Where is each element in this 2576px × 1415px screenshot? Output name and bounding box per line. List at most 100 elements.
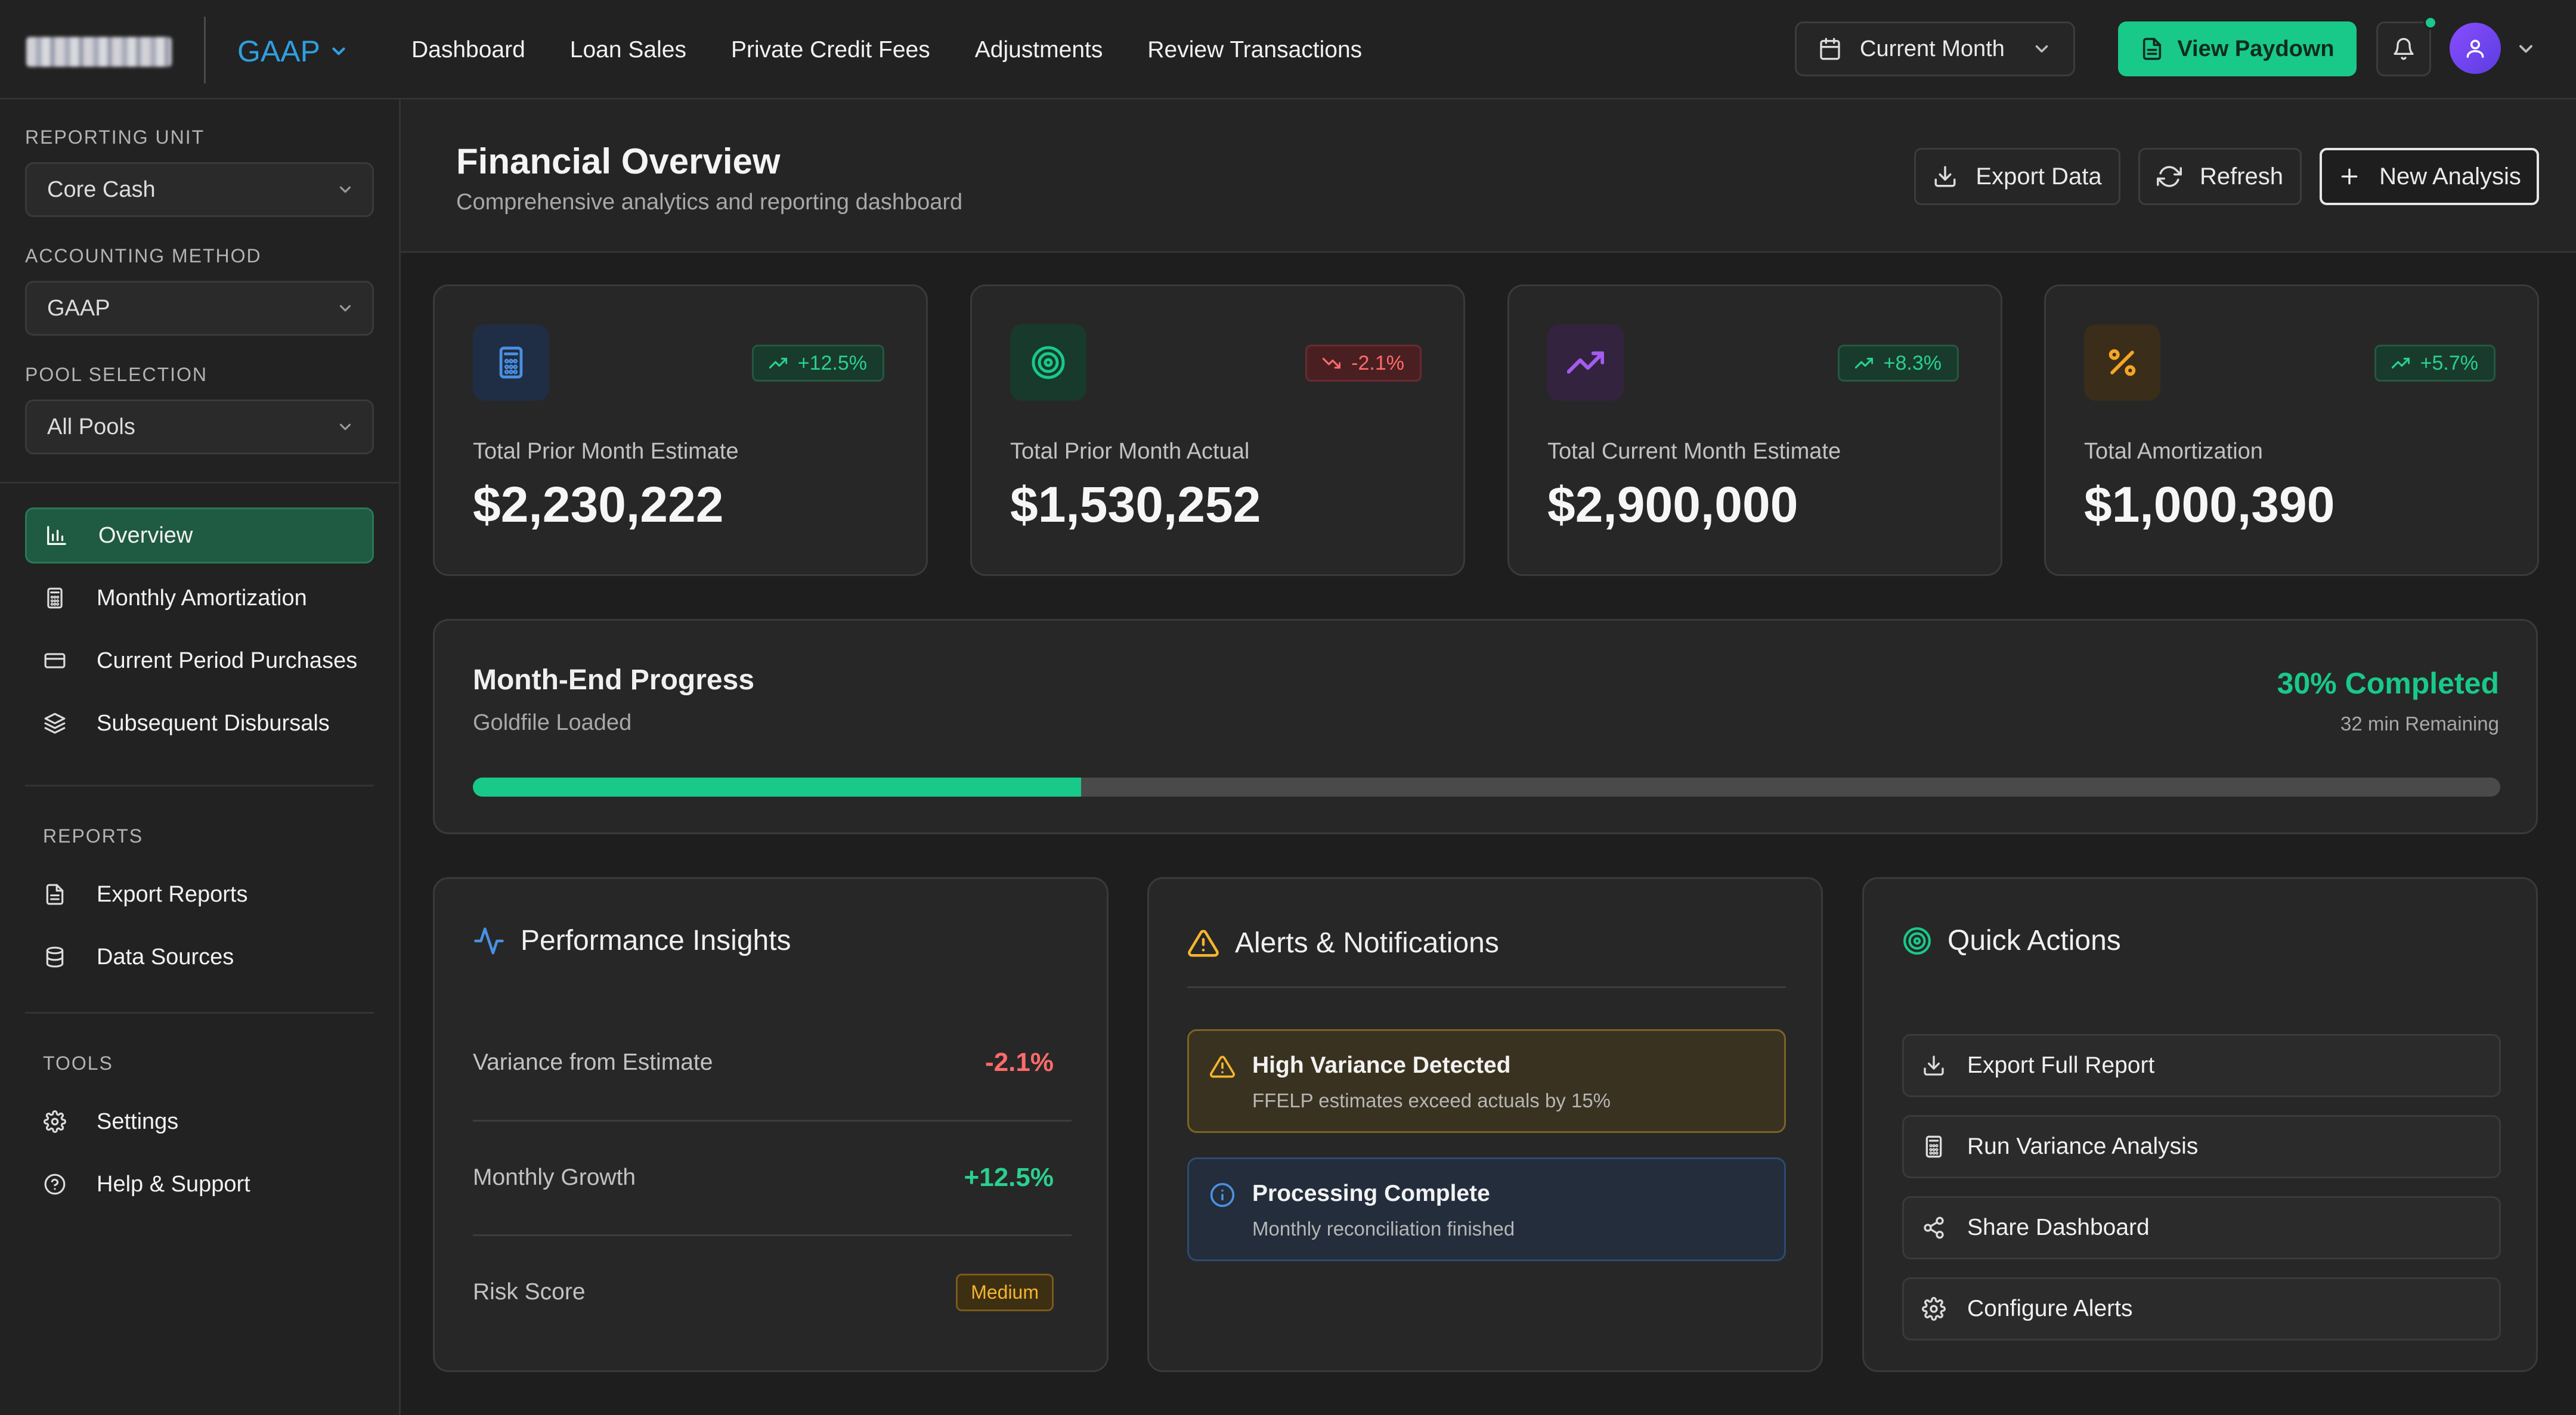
new-analysis-button[interactable]: New Analysis bbox=[2320, 148, 2539, 205]
trending-up-icon bbox=[2391, 357, 2410, 369]
sidebar-item-label: Subsequent Disbursals bbox=[97, 710, 330, 736]
sidebar-item-current-period-purchases[interactable]: Current Period Purchases bbox=[25, 633, 374, 689]
metric-row-variance: Variance from Estimate -2.1% bbox=[473, 1006, 1072, 1119]
layers-icon bbox=[43, 711, 67, 735]
sidebar-item-data-sources[interactable]: Data Sources bbox=[25, 929, 374, 985]
change-badge: +12.5% bbox=[751, 345, 884, 382]
gear-icon bbox=[43, 1110, 67, 1134]
change-badge: +8.3% bbox=[1837, 345, 1959, 382]
pool-selection-value: All Pools bbox=[47, 414, 135, 439]
sidebar-item-monthly-amortization[interactable]: Monthly Amortization bbox=[25, 570, 374, 626]
export-data-label: Export Data bbox=[1976, 163, 2102, 190]
run-variance-analysis-button[interactable]: Run Variance Analysis bbox=[1902, 1115, 2501, 1178]
sidebar-item-settings[interactable]: Settings bbox=[25, 1094, 374, 1150]
trending-down-icon bbox=[1323, 357, 1341, 369]
nav-dashboard[interactable]: Dashboard bbox=[411, 36, 525, 63]
progress-percent-label: 30% Completed bbox=[2277, 667, 2499, 700]
alert-title: Processing Complete bbox=[1252, 1181, 1490, 1206]
download-icon bbox=[1934, 166, 1956, 187]
view-paydown-button[interactable]: View Paydown bbox=[2118, 21, 2357, 76]
panel-title: Quick Actions bbox=[1902, 924, 2121, 957]
progress-title: Month-End Progress bbox=[473, 664, 755, 696]
reporting-unit-label: REPORTING UNIT bbox=[25, 126, 205, 148]
chevron-down-icon bbox=[2035, 45, 2048, 53]
nav-loan-sales[interactable]: Loan Sales bbox=[569, 36, 686, 63]
progress-bar bbox=[473, 778, 2500, 797]
sidebar-item-label: Monthly Amortization bbox=[97, 585, 307, 611]
activity-icon bbox=[474, 927, 504, 954]
accounting-method-label: ACCOUNTING METHOD bbox=[25, 245, 262, 267]
stat-label: Total Amortization bbox=[2084, 439, 2263, 464]
metric-value: -2.1% bbox=[985, 1048, 1054, 1077]
top-nav: Dashboard Loan Sales Private Credit Fees… bbox=[411, 0, 1362, 100]
metric-label: Monthly Growth bbox=[473, 1165, 636, 1190]
reporting-unit-select[interactable]: Core Cash bbox=[25, 162, 374, 217]
standard-selector[interactable]: GAAP bbox=[237, 33, 349, 69]
metric-row-growth: Monthly Growth +12.5% bbox=[473, 1121, 1072, 1234]
notifications-button[interactable] bbox=[2376, 21, 2431, 76]
chevron-down-icon bbox=[339, 186, 351, 193]
chevron-down-icon bbox=[339, 305, 351, 312]
user-icon bbox=[2466, 39, 2484, 58]
gear-icon bbox=[1922, 1297, 1946, 1321]
download-icon bbox=[1924, 1055, 1944, 1076]
refresh-icon bbox=[2156, 166, 2182, 187]
change-value: +8.3% bbox=[1883, 351, 1942, 374]
sidebar-item-label: Current Period Purchases bbox=[97, 648, 358, 673]
sidebar-item-label: Help & Support bbox=[97, 1171, 250, 1197]
help-circle-icon bbox=[43, 1172, 67, 1196]
trending-up-icon bbox=[1547, 324, 1624, 401]
pool-selection-select[interactable]: All Pools bbox=[25, 400, 374, 454]
month-end-progress-card: Month-End Progress Goldfile Loaded 30% C… bbox=[433, 619, 2538, 834]
calculator-icon bbox=[473, 324, 549, 401]
configure-alerts-button[interactable]: Configure Alerts bbox=[1902, 1277, 2501, 1340]
page-subtitle: Comprehensive analytics and reporting da… bbox=[456, 190, 963, 215]
company-logo[interactable] bbox=[26, 37, 172, 67]
refresh-button[interactable]: Refresh bbox=[2138, 148, 2302, 205]
export-data-button[interactable]: Export Data bbox=[1914, 148, 2120, 205]
stat-card-current-month-estimate: +8.3% Total Current Month Estimate $2,90… bbox=[1507, 284, 2002, 576]
notification-dot bbox=[2423, 16, 2438, 30]
stat-label: Total Prior Month Actual bbox=[1010, 439, 1250, 464]
logo-divider bbox=[204, 17, 206, 83]
chevron-down-icon bbox=[332, 47, 345, 55]
reports-heading: REPORTS bbox=[43, 825, 144, 847]
sidebar-divider bbox=[0, 482, 401, 484]
view-paydown-label: View Paydown bbox=[2177, 36, 2334, 61]
bar-chart-icon bbox=[45, 524, 69, 547]
change-value: -2.1% bbox=[1351, 351, 1404, 374]
trending-up-icon bbox=[1854, 357, 1873, 369]
stat-label: Total Prior Month Estimate bbox=[473, 439, 739, 464]
alerts-panel: Alerts & Notifications High Variance Det… bbox=[1147, 877, 1823, 1372]
quick-actions-panel: Quick Actions Export Full Report Run Var… bbox=[1862, 877, 2538, 1372]
sidebar-item-subsequent-disbursals[interactable]: Subsequent Disbursals bbox=[25, 695, 374, 751]
share-dashboard-button[interactable]: Share Dashboard bbox=[1902, 1196, 2501, 1259]
nav-review-transactions[interactable]: Review Transactions bbox=[1147, 36, 1363, 63]
reporting-unit-value: Core Cash bbox=[47, 177, 156, 202]
share-icon bbox=[1924, 1216, 1944, 1239]
credit-card-icon bbox=[43, 649, 67, 673]
sidebar-item-overview[interactable]: Overview bbox=[25, 507, 374, 563]
alert-processing-complete[interactable]: Processing Complete Monthly reconciliati… bbox=[1187, 1157, 1786, 1261]
chevron-down-icon[interactable] bbox=[2515, 38, 2537, 60]
standard-selector-label: GAAP bbox=[237, 35, 320, 68]
alert-high-variance[interactable]: High Variance Detected FFELP estimates e… bbox=[1187, 1029, 1786, 1133]
trending-up-icon bbox=[769, 357, 787, 369]
user-avatar[interactable] bbox=[2450, 23, 2501, 74]
sidebar-item-help-support[interactable]: Help & Support bbox=[25, 1156, 374, 1212]
nav-private-credit-fees[interactable]: Private Credit Fees bbox=[730, 36, 930, 63]
sidebar-divider bbox=[25, 785, 374, 787]
sidebar-item-label: Export Reports bbox=[97, 881, 248, 907]
accounting-method-select[interactable]: GAAP bbox=[25, 281, 374, 336]
period-selector[interactable]: Current Month bbox=[1795, 21, 2075, 76]
warning-icon bbox=[1210, 1055, 1235, 1078]
sidebar-item-export-reports[interactable]: Export Reports bbox=[25, 866, 374, 922]
stat-label: Total Current Month Estimate bbox=[1547, 439, 1841, 464]
metric-value: +12.5% bbox=[964, 1163, 1054, 1192]
quick-action-label: Run Variance Analysis bbox=[1967, 1134, 2199, 1159]
export-full-report-button[interactable]: Export Full Report bbox=[1902, 1034, 2501, 1097]
progress-remaining: 32 min Remaining bbox=[2340, 713, 2499, 735]
nav-adjustments[interactable]: Adjustments bbox=[974, 36, 1103, 63]
chevron-down-icon bbox=[339, 423, 351, 431]
alert-description: Monthly reconciliation finished bbox=[1252, 1218, 1515, 1240]
